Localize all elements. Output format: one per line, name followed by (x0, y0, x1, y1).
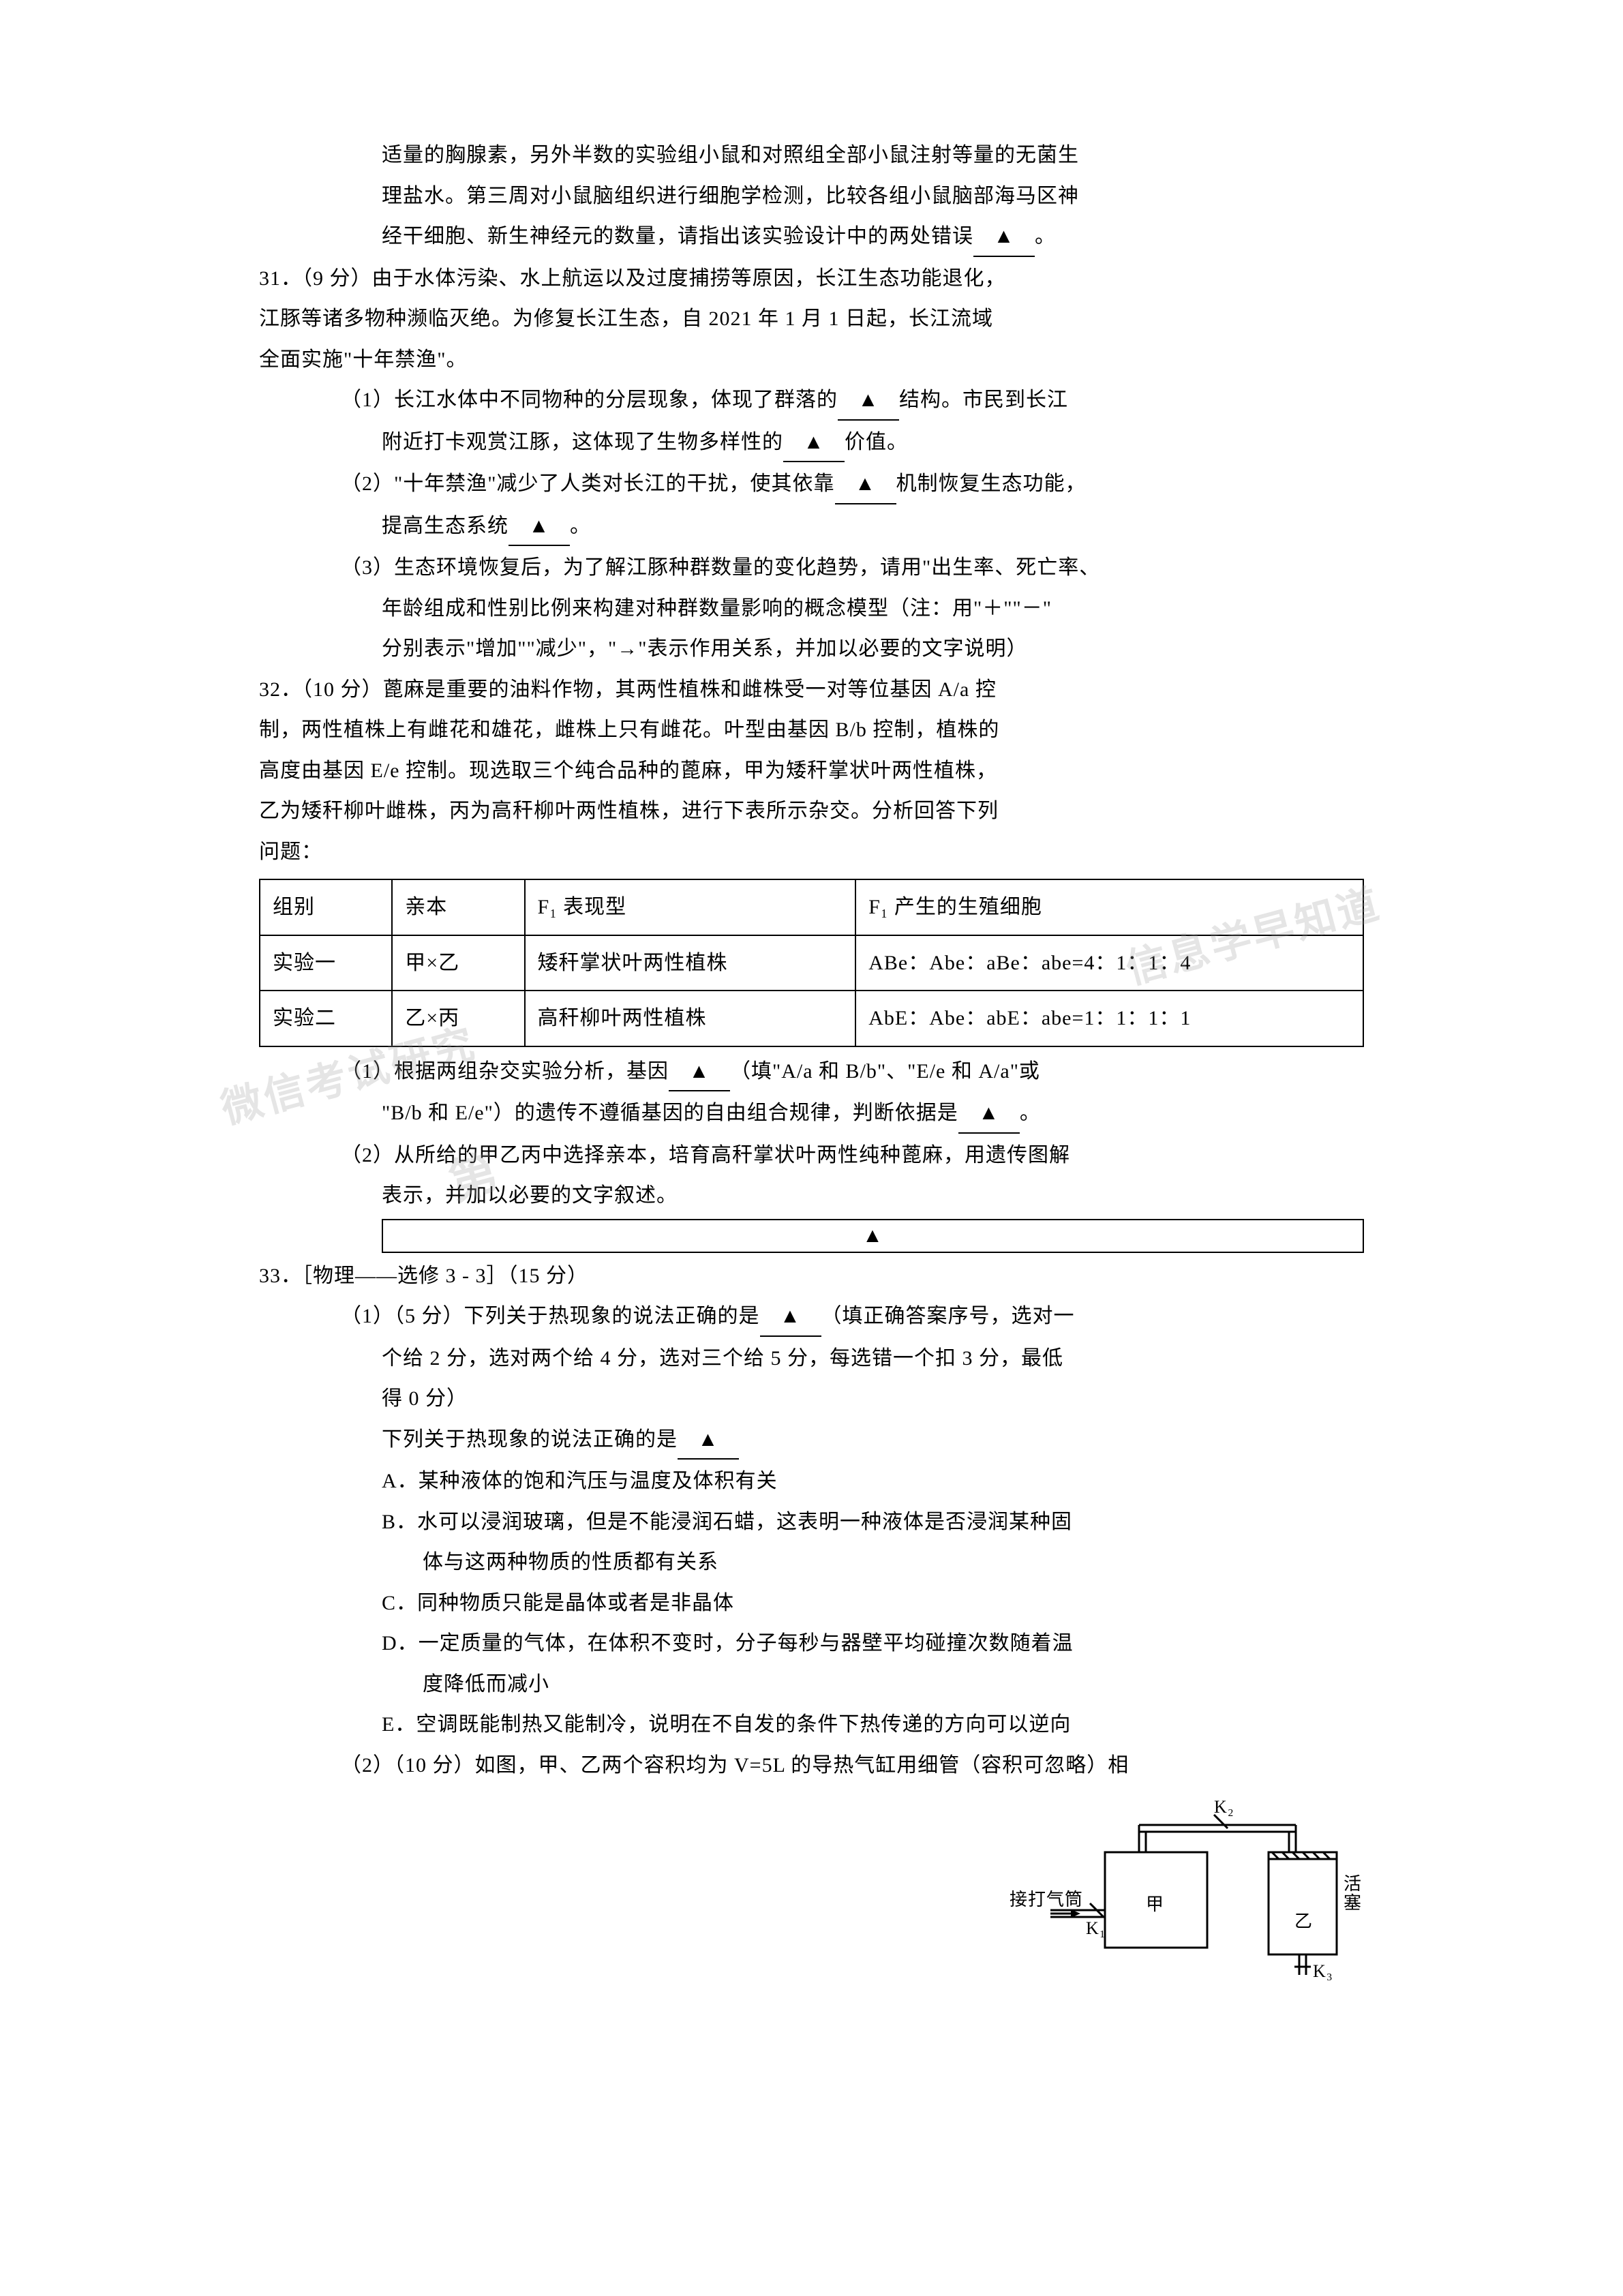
q33-p1-l1-post: （填正确答案序号，选对一 (821, 1305, 1075, 1327)
q31-p3-l3: 分别表示"增加""减少"，"→"表示作用关系，并加以必要的文字说明） (259, 630, 1364, 668)
q31-p3-l1: （3）生态环境恢复后，为了解江豚种群数量的变化趋势，请用"出生率、死亡率、 (259, 549, 1364, 587)
q30-line3: 经干细胞、新生神经元的数量，请指出该实验设计中的两处错误▲。 (259, 217, 1364, 257)
diagram-svg: 接打气筒 K₁ K₂ K₃ 甲 乙 活塞 (1010, 1798, 1364, 1989)
blank: ▲ (783, 423, 845, 463)
q32-sub-wrapper: 微信考试研究 第 （1）根据两组杂交实验分析，基因▲（填"A/a 和 B/b"、… (259, 1053, 1364, 1253)
blank: ▲ (973, 217, 1035, 257)
blank: ▲ (835, 465, 896, 504)
q32-p2-l2: 表示，并加以必要的文字叙述。 (259, 1177, 1364, 1215)
q31-p2-l2: 提高生态系统▲。 (259, 507, 1364, 547)
q32-p1-l1-pre: （1）根据两组杂交实验分析，基因 (341, 1060, 669, 1083)
blank: ▲ (958, 1094, 1020, 1134)
q32-stem-l4: 乙为矮秆柳叶雌株，丙为高秆柳叶两性植株，进行下表所示杂交。分析回答下列 (259, 792, 1364, 830)
label-pump: 接打气筒 (1010, 1890, 1083, 1909)
q32-p2-l1: （2）从所给的甲乙丙中选择亲本，培育高秆掌状叶两性纯种蓖麻，用遗传图解 (259, 1136, 1364, 1175)
q31-stem-l1: 31．（9 分）由于水体污染、水上航运以及过度捕捞等原因，长江生态功能退化， (259, 260, 1364, 298)
q31-p2-l2-post: 。 (570, 515, 591, 537)
q30-l3-post: 。 (1035, 225, 1056, 247)
q32-p1-l2-post: 。 (1020, 1102, 1041, 1124)
q33-p1-l2: 个给 2 分，选对两个给 4 分，选对三个给 5 分，每选错一个扣 3 分，最低 (259, 1340, 1364, 1378)
q32-stem-l1: 32．（10 分）蓖麻是重要的油料作物，其两性植株和雌株受一对等位基因 A/a … (259, 671, 1364, 709)
q33-optE: E．空调既能制热又能制冷，说明在不自发的条件下热传递的方向可以逆向 (259, 1706, 1364, 1744)
table-wrapper: 信息学早知道 组别 亲本 F₁ 表现型 F₁ 产生的生殖细胞 实验一 甲×乙 矮… (259, 879, 1364, 1047)
table-header-row: 组别 亲本 F₁ 表现型 F₁ 产生的生殖细胞 (260, 879, 1363, 935)
table-row: 实验一 甲×乙 矮秆掌状叶两性植株 ABe：Abe：aBe：abe=4：1：1：… (260, 935, 1363, 991)
q31-p3-l2: 年龄组成和性别比例来构建对种群数量影响的概念模型（注：用"＋""－" (259, 590, 1364, 628)
th-group: 组别 (260, 879, 392, 935)
gas-cylinder-diagram: 接打气筒 K₁ K₂ K₃ 甲 乙 活塞 (1010, 1798, 1364, 2002)
q33-p1-l1-pre: （1）（5 分）下列关于热现象的说法正确的是 (341, 1305, 760, 1327)
q31-stem1: 由于水体污染、水上航运以及过度捕捞等原因，长江生态功能退化， (372, 267, 1006, 290)
cell: 乙×丙 (392, 991, 524, 1046)
q32-stem-l3: 高度由基因 E/e 控制。现选取三个纯合品种的蓖麻，甲为矮秆掌状叶两性植株， (259, 752, 1364, 790)
q31-p2-l1: （2）"十年禁渔"减少了人类对长江的干扰，使其依靠▲机制恢复生态功能， (259, 465, 1364, 504)
cell: 实验二 (260, 991, 392, 1046)
q33-optB-l1: B．水可以浸润玻璃，但是不能浸润石蜡，这表明一种液体是否浸润某种固 (259, 1503, 1364, 1541)
q31-stem-l2: 江豚等诸多物种濒临灭绝。为修复长江生态，自 2021 年 1 月 1 日起，长江… (259, 300, 1364, 338)
label-piston: 活塞 (1344, 1874, 1362, 1913)
q32-stem1: 蓖麻是重要的油料作物，其两性植株和雌株受一对等位基因 A/a 控 (383, 678, 997, 701)
q31-stem-l3: 全面实施"十年禁渔"。 (259, 341, 1364, 379)
q31-p1-l2-post: 价值。 (845, 431, 908, 453)
q33-p2-l1: （2）（10 分）如图，甲、乙两个容积均为 V=5L 的导热气缸用细管（容积可忽… (259, 1747, 1364, 1785)
q31-p2-l2-pre: 提高生态系统 (382, 515, 509, 537)
q32-num: 32．（10 分） (259, 678, 383, 701)
q31-num: 31．（9 分） (259, 267, 372, 290)
q33-optB-l2: 体与这两种物质的性质都有关系 (259, 1543, 1364, 1582)
blank: ▲ (760, 1297, 821, 1337)
q33-p1-l4: 下列关于热现象的说法正确的是▲ (259, 1421, 1364, 1460)
q30-line2: 理盐水。第三周对小鼠脑组织进行细胞学检测，比较各组小鼠脑部海马区神 (259, 177, 1364, 215)
q31-p2-l1-pre: （2）"十年禁渔"减少了人类对长江的干扰，使其依靠 (341, 472, 835, 495)
cell: ABe：Abe：aBe：abe=4：1：1：4 (855, 935, 1363, 991)
cell: 实验一 (260, 935, 392, 991)
answer-box: ▲ (382, 1219, 1364, 1253)
q31-p1-l1-pre: （1）长江水体中不同物种的分层现象，体现了群落的 (341, 389, 838, 411)
q33-optC: C．同种物质只能是晶体或者是非晶体 (259, 1584, 1364, 1622)
experiment-table: 组别 亲本 F₁ 表现型 F₁ 产生的生殖细胞 实验一 甲×乙 矮秆掌状叶两性植… (259, 879, 1364, 1047)
label-yi: 乙 (1294, 1912, 1313, 1931)
q32-p1-l1-post: （填"A/a 和 B/b"、"E/e 和 A/a"或 (730, 1060, 1040, 1083)
cell: AbE：Abe：abE：abe=1：1：1：1 (855, 991, 1363, 1046)
cell: 甲×乙 (392, 935, 524, 991)
th-f1pheno: F₁ 表现型 (525, 879, 856, 935)
q31-p1-l2: 附近打卡观赏江豚，这体现了生物多样性的▲价值。 (259, 423, 1364, 463)
q31-p1-l1-post: 结构。市民到长江 (899, 389, 1068, 411)
q32-stem-l5: 问题： (259, 833, 1364, 871)
label-jia: 甲 (1146, 1894, 1164, 1914)
th-f1gamete: F₁ 产生的生殖细胞 (855, 879, 1363, 935)
blank: ▲ (509, 507, 570, 547)
q33-p1-l3: 得 0 分） (259, 1380, 1364, 1418)
q33-optD-l2: 度降低而减小 (259, 1665, 1364, 1704)
q33-optA: A．某种液体的饱和汽压与温度及体积有关 (259, 1462, 1364, 1500)
cell: 高秆柳叶两性植株 (525, 991, 856, 1046)
blank: ▲ (838, 381, 899, 421)
th-parent: 亲本 (392, 879, 524, 935)
table-row: 实验二 乙×丙 高秆柳叶两性植株 AbE：Abe：abE：abe=1：1：1：1 (260, 991, 1363, 1046)
blank: ▲ (678, 1421, 739, 1460)
label-k1: K₁ (1086, 1918, 1106, 1938)
exam-page: 适量的胸腺素，另外半数的实验组小鼠和对照组全部小鼠注射等量的无菌生 理盐水。第三… (259, 136, 1364, 2002)
label-k3: K₃ (1313, 1961, 1333, 1981)
q32-stem-l2: 制，两性植株上有雌花和雄花，雌株上只有雌花。叶型由基因 B/b 控制，植株的 (259, 711, 1364, 749)
q33-p1-l1: （1）（5 分）下列关于热现象的说法正确的是▲（填正确答案序号，选对一 (259, 1297, 1364, 1337)
q33-optD-l1: D．一定质量的气体，在体积不变时，分子每秒与器壁平均碰撞次数随着温 (259, 1625, 1364, 1663)
label-k2: K₂ (1214, 1798, 1234, 1817)
q31-p2-l1-post: 机制恢复生态功能， (896, 472, 1087, 495)
q32-p1-l1: （1）根据两组杂交实验分析，基因▲（填"A/a 和 B/b"、"E/e 和 A/… (259, 1053, 1364, 1092)
q33-num: 33．［物理——选修 3 - 3］（15 分） (259, 1257, 1364, 1295)
q30-l3-pre: 经干细胞、新生神经元的数量，请指出该实验设计中的两处错误 (382, 225, 973, 247)
answer-box-row: ▲ (259, 1219, 1364, 1253)
cell: 矮秆掌状叶两性植株 (525, 935, 856, 991)
blank: ▲ (669, 1053, 730, 1092)
q31-p1-l2-pre: 附近打卡观赏江豚，这体现了生物多样性的 (382, 431, 783, 453)
q32-p1-l2-pre: "B/b 和 E/e"）的遗传不遵循基因的自由组合规律，判断依据是 (382, 1102, 958, 1124)
q30-line1: 适量的胸腺素，另外半数的实验组小鼠和对照组全部小鼠注射等量的无菌生 (259, 136, 1364, 175)
q32-p1-l2: "B/b 和 E/e"）的遗传不遵循基因的自由组合规律，判断依据是▲。 (259, 1094, 1364, 1134)
q33-p1-l4-pre: 下列关于热现象的说法正确的是 (382, 1428, 678, 1451)
q31-p1-l1: （1）长江水体中不同物种的分层现象，体现了群落的▲结构。市民到长江 (259, 381, 1364, 421)
